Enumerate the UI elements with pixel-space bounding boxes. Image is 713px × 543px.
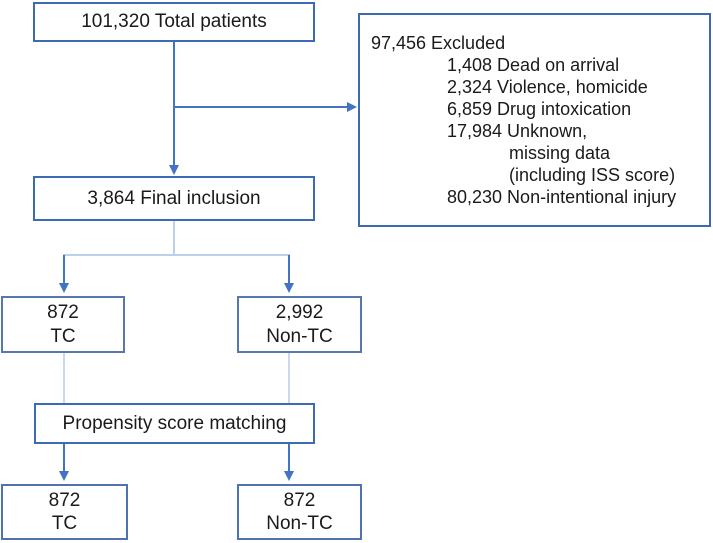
- excluded-item-unknown: 17,984 Unknown,: [447, 121, 588, 141]
- nontc-group-count: 2,992: [275, 302, 324, 324]
- final-inclusion-label: 3,864 Final inclusion: [87, 187, 261, 209]
- matched-tc-box: 872 TC: [1, 484, 128, 540]
- excluded-box: 97,456 Excluded 1,408 Dead on arrival 2,…: [358, 13, 711, 227]
- nontc-group-box: 2,992 Non-TC: [237, 296, 362, 353]
- excluded-item-missing: missing data: [509, 143, 611, 163]
- matched-tc-count: 872: [48, 489, 81, 511]
- excluded-item-nonintentional: 80,230 Non-intentional injury: [447, 187, 677, 207]
- propensity-matching-label: Propensity score matching: [62, 412, 287, 434]
- matched-nontc-label: Non-TC: [266, 513, 333, 534]
- excluded-item-violence: 2,324 Violence, homicide: [447, 77, 648, 97]
- tc-group-count: 872: [47, 302, 79, 324]
- tc-group-box: 872 TC: [1, 296, 125, 353]
- excluded-item-iss: (including ISS score): [509, 165, 676, 185]
- propensity-matching-box: Propensity score matching: [34, 403, 315, 444]
- total-patients-box: 101,320 Total patients: [33, 2, 315, 42]
- nontc-group-label: Non-TC: [266, 325, 333, 347]
- final-inclusion-box: 3,864 Final inclusion: [33, 176, 315, 221]
- excluded-header: 97,456 Excluded: [371, 33, 506, 53]
- total-patients-label: 101,320 Total patients: [81, 11, 267, 33]
- matched-nontc-count: 872: [283, 489, 316, 511]
- excluded-item-drug: 6,859 Drug intoxication: [447, 99, 632, 119]
- matched-nontc-box: 872 Non-TC: [237, 484, 362, 540]
- tc-group-label: TC: [50, 325, 76, 347]
- matched-tc-label: TC: [51, 513, 78, 534]
- excluded-item-doa: 1,408 Dead on arrival: [447, 55, 620, 75]
